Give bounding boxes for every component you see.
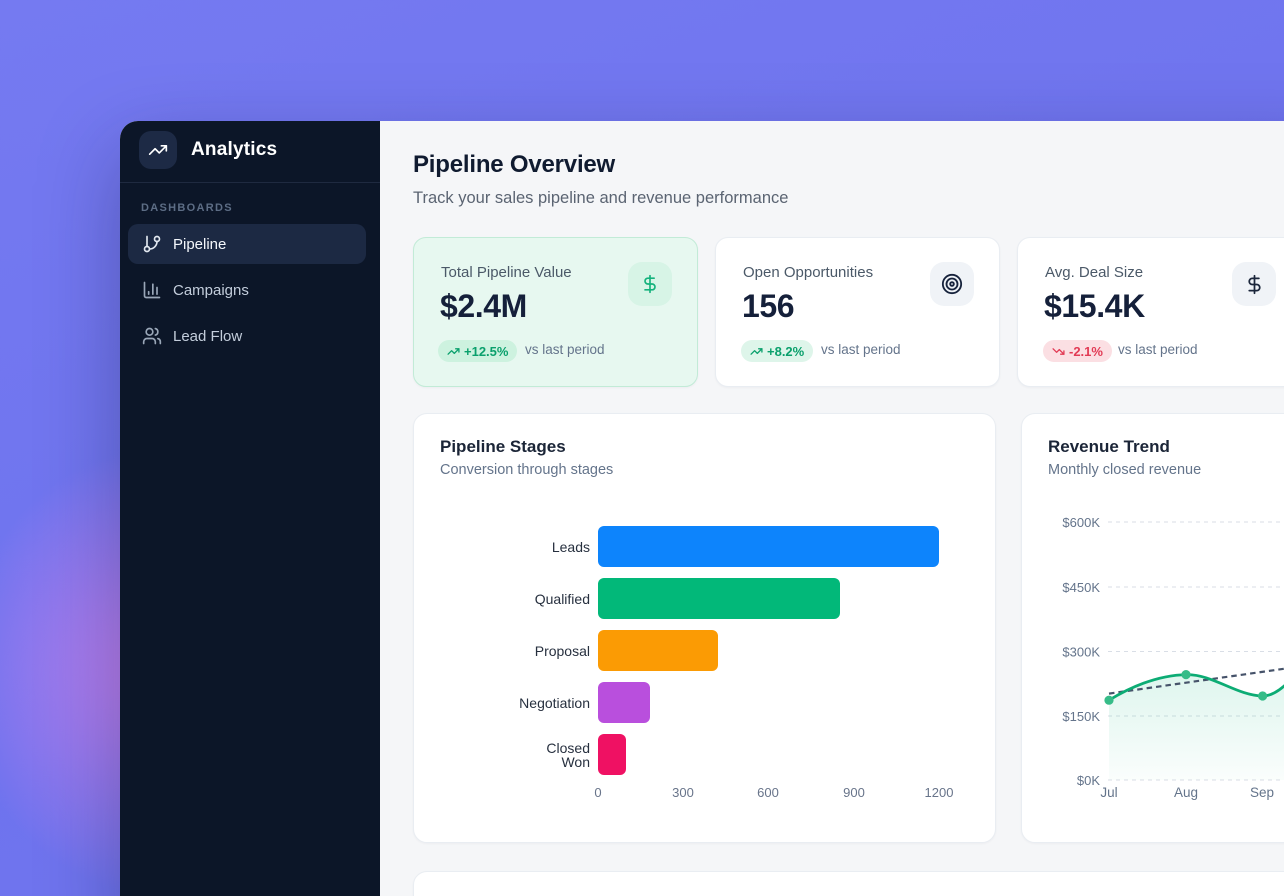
svg-text:$150K: $150K <box>1062 709 1100 724</box>
svg-text:Jul: Jul <box>1100 785 1117 800</box>
svg-text:$300K: $300K <box>1062 645 1100 660</box>
svg-text:$600K: $600K <box>1062 515 1100 530</box>
svg-text:$0K: $0K <box>1077 773 1100 788</box>
svg-text:Sep: Sep <box>1250 785 1274 800</box>
svg-text:$450K: $450K <box>1062 580 1100 595</box>
svg-text:Aug: Aug <box>1174 785 1198 800</box>
